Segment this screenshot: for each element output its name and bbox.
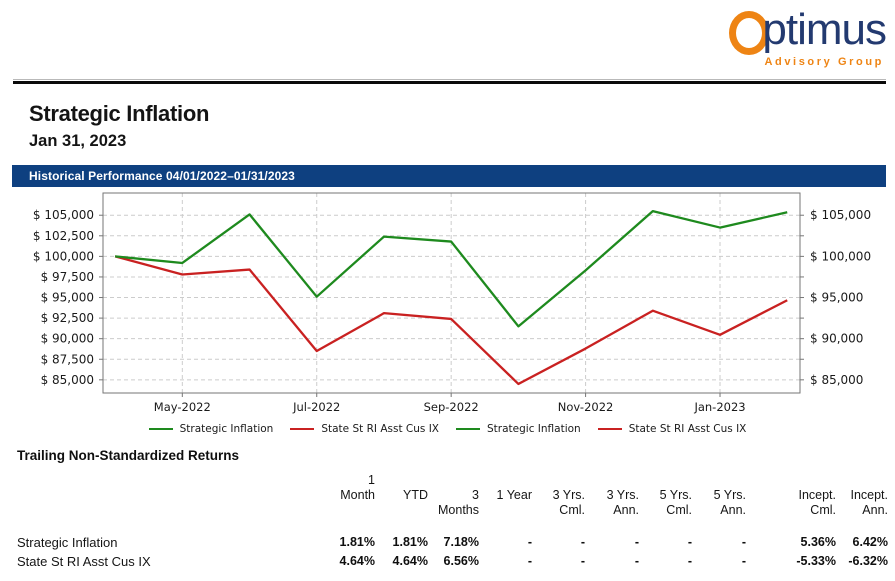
y-axis-label-left: $ 87,500 [41,352,94,366]
column-header: Incept. Cml. [798,488,836,517]
returns-table-header: 1 Month YTD 3 Months 1 Year 3 Yrs. Cml. 3 Yr… [17,473,888,518]
value-cell: - [634,535,639,549]
y-axis-label-right: $ 85,000 [810,373,863,387]
legend-label: Strategic Inflation [487,423,581,435]
x-axis-label: Jul-2022 [292,400,340,414]
performance-chart: $ 85,000 $ 85,000 $ 87,500 $ 90,000 $ 90,000… [0,190,895,440]
y-axis-label-right: $ 100,000 [810,249,871,263]
legend-item: State St RI Asst Cus IX [290,423,439,435]
legend-line-swatch-icon [456,428,480,430]
row-label: State St RI Asst Cus IX [17,554,151,569]
column-header: YTD [403,488,428,502]
x-axis-label: Sep-2022 [424,400,479,414]
value-cell: - [527,535,532,549]
legend-line-swatch-icon [597,428,622,430]
y-axis-label-left: $ 100,000 [33,249,94,263]
value-cell: 6.56% [443,554,479,568]
performance-chart-canvas: $ 85,000 $ 85,000 $ 87,500 $ 90,000 $ 90,000… [33,192,871,414]
legend-label: State St RI Asst Cus IX [321,423,439,435]
header-divider-black [13,81,886,84]
column-header: Incept. Ann. [850,488,888,517]
chart-legend: Strategic Inflation State St RI Asst Cus … [0,423,895,435]
header-divider-gray [13,79,886,80]
column-header: 1 Year [496,488,532,502]
legend-label: Strategic Inflation [179,423,274,435]
legend-label: State St RI Asst Cus IX [628,423,747,435]
column-header: 5 Yrs. Cml. [659,488,692,517]
y-axis-label-right: $ 90,000 [810,332,863,346]
value-cell: - [687,535,692,549]
logo-wordmark: ptimus [729,5,887,55]
column-header-blank [17,473,330,518]
returns-table-body: Strategic Inflation 1.81% 1.81% 7.18% - - - - -5… [17,518,888,571]
y-axis-label-left: $ 95,000 [41,291,94,305]
column-header: 3 Yrs. Cml. [552,488,585,517]
value-cell: 1.81% [339,535,375,549]
value-cell: -6.32% [848,554,888,568]
y-axis-label-left: $ 92,500 [41,311,94,325]
series-line-state-st-ri-asst-cus-ix [114,255,788,386]
value-cell: - [687,554,692,568]
logo-tagline: Advisory Group [764,56,884,68]
row-label: Strategic Inflation [17,535,118,550]
x-axis-label: Jan-2023 [693,400,745,414]
value-cell: 4.64% [392,554,428,568]
returns-table: 1 Month YTD 3 Months 1 Year 3 Yrs. Cml. 3 Yr… [17,473,888,571]
logo-text: ptimus [762,5,887,54]
value-cell: - [527,554,532,568]
returns-table-title: Trailing Non-Standardized Returns [17,448,240,463]
legend-item: Strategic Inflation [456,423,581,435]
value-cell: 1.81% [392,535,428,549]
value-cell: - [580,535,585,549]
section-header-bar: Historical Performance 04/01/2022–01/31/… [12,165,886,187]
value-cell: 4.64% [339,554,375,568]
column-header: 3 Yrs. Ann. [606,488,639,517]
x-axis-label: Nov-2022 [558,400,614,414]
table-row: Strategic Inflation 1.81% 1.81% 7.18% - - - - - 5… [17,518,888,552]
y-axis-label-left: $ 102,500 [33,229,94,243]
optimus-logo: ptimus Advisory Group [716,5,887,72]
y-axis-label-right: $ 105,000 [810,208,871,222]
legend-line-swatch-icon [290,428,315,430]
column-header: 5 Yrs. Ann. [713,488,746,517]
y-axis-label-right: $ 95,000 [810,291,863,305]
legend-line-swatch-icon [148,428,173,430]
value-cell: -5.33% [796,554,836,568]
value-cell: - [634,554,639,568]
section-header-label: Historical Performance 04/01/2022–01/31/… [29,169,295,183]
logo-o-ring-icon [729,11,770,55]
legend-item: Strategic Inflation [148,423,274,435]
y-axis-label-left: $ 105,000 [33,208,94,222]
value-cell: - [580,554,585,568]
page-title: Strategic Inflation [29,101,210,126]
value-cell: 5.36% [800,535,836,549]
value-cell: - [741,535,746,549]
x-axis-label: May-2022 [154,400,211,414]
y-axis-label-left: $ 85,000 [41,373,94,387]
table-row: State St RI Asst Cus IX 4.64% 4.64% 6.56% - -… [17,552,888,571]
value-cell: - [741,554,746,568]
column-header: 1 Month [340,473,375,502]
y-axis-label-left: $ 97,500 [41,270,94,284]
y-axis-label-left: $ 90,000 [41,332,94,346]
legend-item: State St RI Asst Cus IX [597,423,747,435]
column-header: 3 Months [438,488,479,517]
report-date: Jan 31, 2023 [29,132,127,150]
value-cell: 6.42% [852,535,888,549]
value-cell: 7.18% [443,535,479,549]
series-line-strategic-inflation [114,209,788,328]
